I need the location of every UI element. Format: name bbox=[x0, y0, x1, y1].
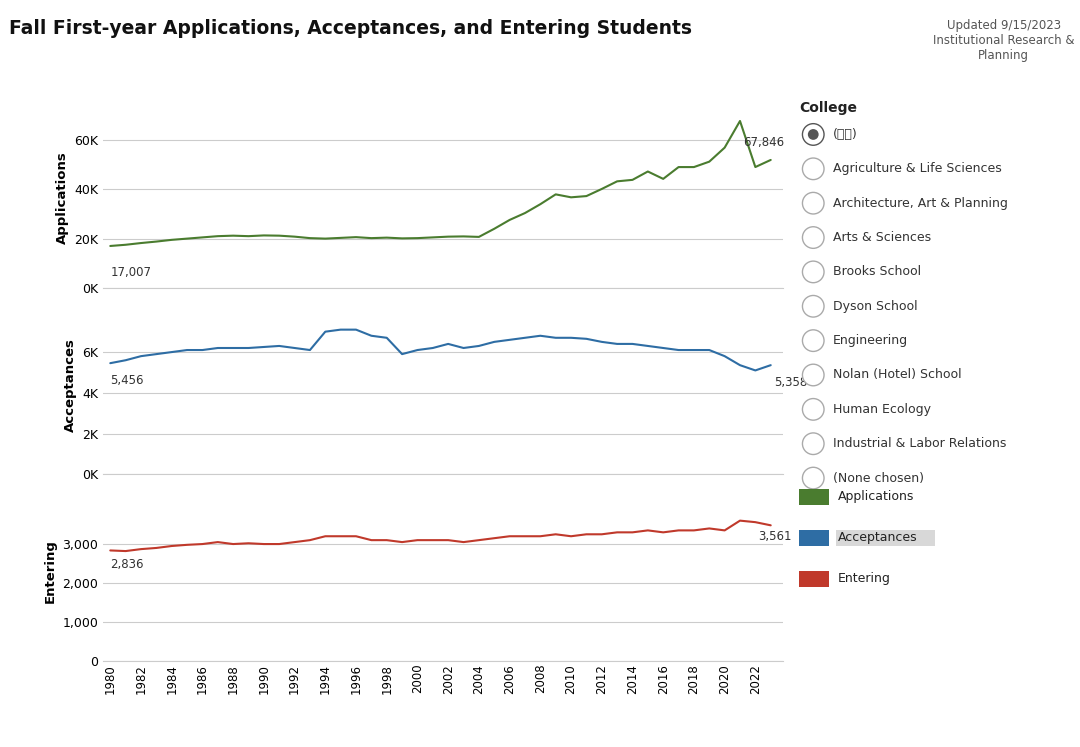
Text: College: College bbox=[799, 101, 858, 115]
Text: Updated 9/15/2023
Institutional Research &
Planning: Updated 9/15/2023 Institutional Research… bbox=[933, 19, 1075, 62]
Text: Arts & Sciences: Arts & Sciences bbox=[833, 231, 931, 244]
Text: Brooks School: Brooks School bbox=[833, 265, 921, 279]
Text: Acceptances: Acceptances bbox=[838, 531, 918, 545]
Text: 2,836: 2,836 bbox=[110, 558, 144, 571]
Y-axis label: Entering: Entering bbox=[44, 539, 57, 604]
Text: Nolan (Hotel) School: Nolan (Hotel) School bbox=[833, 368, 961, 382]
Text: Architecture, Art & Planning: Architecture, Art & Planning bbox=[833, 196, 1008, 210]
Text: Applications: Applications bbox=[838, 490, 915, 503]
Y-axis label: Acceptances: Acceptances bbox=[64, 338, 77, 432]
Text: 3,561: 3,561 bbox=[758, 530, 792, 543]
Text: 17,007: 17,007 bbox=[110, 266, 151, 279]
Text: 5,456: 5,456 bbox=[110, 374, 144, 388]
Text: 5,358: 5,358 bbox=[773, 376, 807, 389]
Text: (全部): (全部) bbox=[833, 128, 858, 141]
Y-axis label: Applications: Applications bbox=[56, 152, 69, 244]
Text: Industrial & Labor Relations: Industrial & Labor Relations bbox=[833, 437, 1007, 450]
Text: Engineering: Engineering bbox=[833, 334, 908, 347]
Text: 67,846: 67,846 bbox=[743, 136, 784, 149]
Text: (None chosen): (None chosen) bbox=[833, 471, 923, 485]
Text: Dyson School: Dyson School bbox=[833, 300, 917, 313]
Text: Entering: Entering bbox=[838, 572, 891, 586]
Text: Agriculture & Life Sciences: Agriculture & Life Sciences bbox=[833, 162, 1001, 176]
Text: Fall First-year Applications, Acceptances, and Entering Students: Fall First-year Applications, Acceptance… bbox=[9, 19, 691, 37]
Text: Human Ecology: Human Ecology bbox=[833, 403, 931, 416]
